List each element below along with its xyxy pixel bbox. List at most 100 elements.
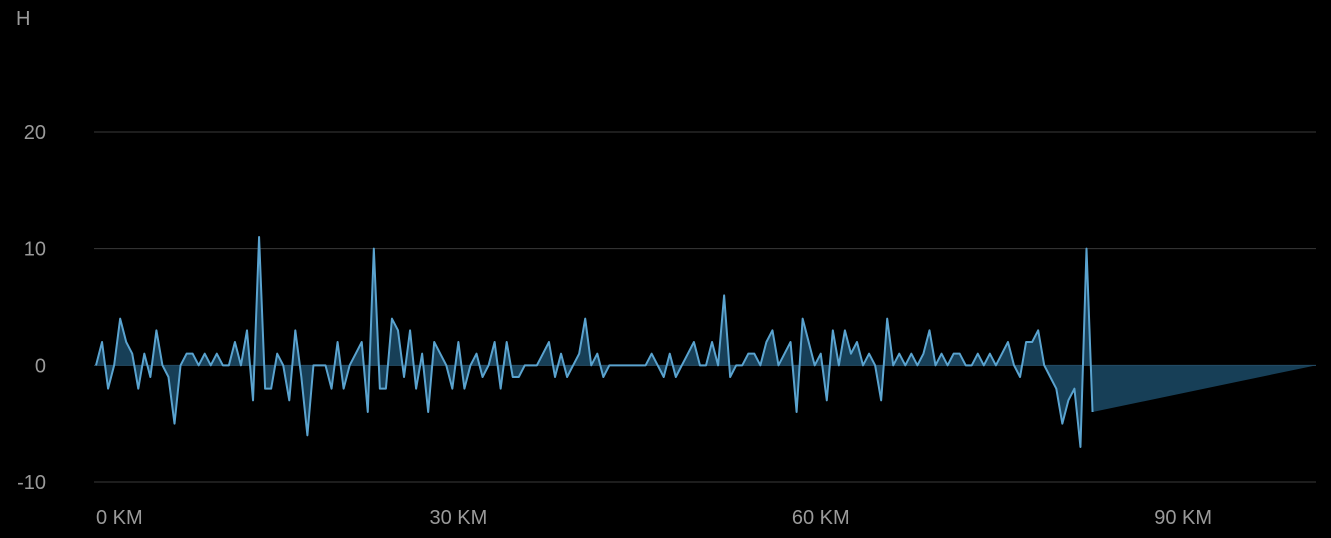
data-point [826, 400, 827, 401]
data-point [923, 353, 924, 354]
data-point [911, 353, 912, 354]
data-point [687, 353, 688, 354]
data-point [1044, 365, 1045, 366]
data-point [959, 353, 960, 354]
data-point [289, 400, 290, 401]
data-point [548, 342, 549, 343]
data-point [180, 365, 181, 366]
x-tick-label: 90 KM [1154, 507, 1212, 529]
data-point [832, 330, 833, 331]
data-point [1032, 342, 1033, 343]
data-point [790, 342, 791, 343]
data-point [168, 377, 169, 378]
data-point [422, 353, 423, 354]
data-point [428, 412, 429, 413]
data-point [391, 318, 392, 319]
data-point [1001, 353, 1002, 354]
data-point [240, 365, 241, 366]
data-point [265, 388, 266, 389]
data-point [132, 353, 133, 354]
data-point [863, 365, 864, 366]
data-point [1050, 377, 1051, 378]
data-point [253, 400, 254, 401]
y-tick-label: 0 [35, 355, 46, 377]
data-point [591, 365, 592, 366]
data-point [929, 330, 930, 331]
data-point [1056, 388, 1057, 389]
data-point [615, 365, 616, 366]
data-point [1062, 423, 1063, 424]
y-tick-label: -10 [17, 472, 46, 494]
data-point [869, 353, 870, 354]
data-point [742, 365, 743, 366]
data-point [518, 377, 519, 378]
series-area-0 [96, 237, 1316, 447]
data-point [295, 330, 296, 331]
data-point [452, 388, 453, 389]
data-point [361, 342, 362, 343]
data-point [355, 353, 356, 354]
data-point [385, 388, 386, 389]
y-tick-labels: 20 10 0 -10 [17, 122, 46, 494]
data-point [114, 365, 115, 366]
data-point [977, 353, 978, 354]
data-point [186, 353, 187, 354]
data-point [579, 353, 580, 354]
data-point [319, 365, 320, 366]
data-point [766, 342, 767, 343]
data-point [699, 365, 700, 366]
data-point [796, 412, 797, 413]
data-point [995, 365, 996, 366]
data-point [712, 342, 713, 343]
data-point [476, 353, 477, 354]
data-point [500, 388, 501, 389]
data-point [657, 365, 658, 366]
data-point [772, 330, 773, 331]
data-point [542, 353, 543, 354]
data-point [307, 435, 308, 436]
data-point [301, 377, 302, 378]
data-point [887, 318, 888, 319]
data-point [597, 353, 598, 354]
data-point [905, 365, 906, 366]
data-point [1080, 447, 1081, 448]
data-point [162, 365, 163, 366]
data-point [965, 365, 966, 366]
data-point [730, 377, 731, 378]
data-point [778, 365, 779, 366]
data-point [1086, 248, 1087, 249]
data-point [850, 353, 851, 354]
data-point [754, 353, 755, 354]
data-point [983, 365, 984, 366]
data-point [706, 365, 707, 366]
data-point [96, 365, 97, 366]
x-tick-label: 0 KM [96, 507, 143, 529]
data-point [669, 353, 670, 354]
data-point [1014, 365, 1015, 366]
data-point [397, 330, 398, 331]
data-point [512, 377, 513, 378]
data-point [373, 248, 374, 249]
data-point [108, 388, 109, 389]
y-tick-label: 20 [24, 122, 46, 144]
data-point [174, 423, 175, 424]
data-point [844, 330, 845, 331]
data-point [464, 388, 465, 389]
data-point [120, 318, 121, 319]
data-point [277, 353, 278, 354]
data-point [144, 353, 145, 354]
data-point [802, 318, 803, 319]
data-point [210, 365, 211, 366]
data-point [567, 377, 568, 378]
data-point [893, 365, 894, 366]
data-point [875, 365, 876, 366]
data-point [410, 330, 411, 331]
data-point [808, 342, 809, 343]
data-point [573, 365, 574, 366]
data-point [367, 412, 368, 413]
data-point [156, 330, 157, 331]
data-point [609, 365, 610, 366]
data-point [1068, 400, 1069, 401]
data-point [941, 353, 942, 354]
data-point [1007, 342, 1008, 343]
